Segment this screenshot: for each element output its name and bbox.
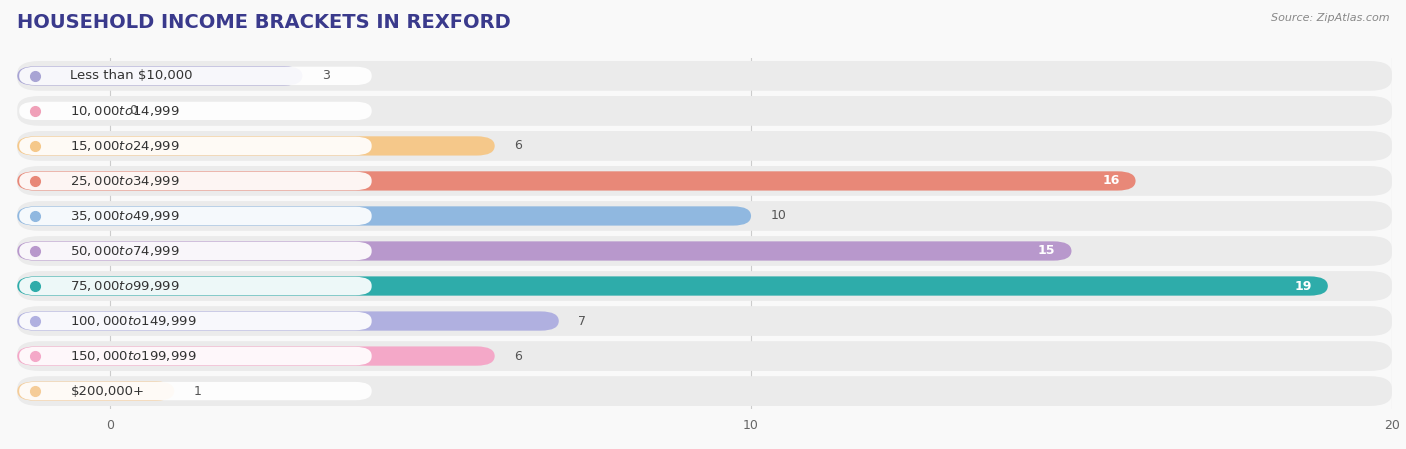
- Text: 10: 10: [770, 210, 786, 222]
- FancyBboxPatch shape: [17, 306, 1392, 336]
- FancyBboxPatch shape: [17, 136, 495, 155]
- FancyBboxPatch shape: [17, 96, 1392, 126]
- FancyBboxPatch shape: [17, 312, 558, 330]
- Text: 6: 6: [515, 140, 522, 152]
- Text: $10,000 to $14,999: $10,000 to $14,999: [70, 104, 180, 118]
- Text: Less than $10,000: Less than $10,000: [70, 70, 193, 82]
- FancyBboxPatch shape: [20, 207, 371, 225]
- Text: $100,000 to $149,999: $100,000 to $149,999: [70, 314, 197, 328]
- FancyBboxPatch shape: [17, 166, 1392, 196]
- Text: $150,000 to $199,999: $150,000 to $199,999: [70, 349, 197, 363]
- FancyBboxPatch shape: [17, 341, 1392, 371]
- Text: Source: ZipAtlas.com: Source: ZipAtlas.com: [1271, 13, 1389, 23]
- FancyBboxPatch shape: [20, 102, 371, 120]
- FancyBboxPatch shape: [20, 277, 371, 295]
- FancyBboxPatch shape: [17, 242, 1071, 260]
- FancyBboxPatch shape: [17, 277, 1327, 295]
- FancyBboxPatch shape: [17, 172, 1136, 190]
- Text: $75,000 to $99,999: $75,000 to $99,999: [70, 279, 180, 293]
- Text: 1: 1: [194, 385, 201, 397]
- Text: HOUSEHOLD INCOME BRACKETS IN REXFORD: HOUSEHOLD INCOME BRACKETS IN REXFORD: [17, 13, 510, 32]
- Text: 7: 7: [578, 315, 586, 327]
- FancyBboxPatch shape: [17, 201, 1392, 231]
- FancyBboxPatch shape: [20, 382, 371, 400]
- FancyBboxPatch shape: [20, 347, 371, 365]
- FancyBboxPatch shape: [17, 131, 1392, 161]
- FancyBboxPatch shape: [17, 61, 1392, 91]
- FancyBboxPatch shape: [17, 66, 302, 85]
- Text: 3: 3: [322, 70, 329, 82]
- Text: 15: 15: [1038, 245, 1056, 257]
- Text: 0: 0: [129, 105, 138, 117]
- Text: 6: 6: [515, 350, 522, 362]
- Text: $200,000+: $200,000+: [70, 385, 145, 397]
- FancyBboxPatch shape: [20, 312, 371, 330]
- FancyBboxPatch shape: [17, 382, 174, 401]
- Text: 16: 16: [1102, 175, 1119, 187]
- Text: $25,000 to $34,999: $25,000 to $34,999: [70, 174, 180, 188]
- FancyBboxPatch shape: [17, 207, 751, 225]
- FancyBboxPatch shape: [17, 376, 1392, 406]
- FancyBboxPatch shape: [17, 236, 1392, 266]
- FancyBboxPatch shape: [20, 172, 371, 190]
- FancyBboxPatch shape: [20, 137, 371, 155]
- Text: $50,000 to $74,999: $50,000 to $74,999: [70, 244, 180, 258]
- Text: 19: 19: [1295, 280, 1312, 292]
- FancyBboxPatch shape: [17, 347, 495, 365]
- FancyBboxPatch shape: [20, 67, 371, 85]
- FancyBboxPatch shape: [17, 271, 1392, 301]
- Text: $35,000 to $49,999: $35,000 to $49,999: [70, 209, 180, 223]
- FancyBboxPatch shape: [20, 242, 371, 260]
- Text: $15,000 to $24,999: $15,000 to $24,999: [70, 139, 180, 153]
